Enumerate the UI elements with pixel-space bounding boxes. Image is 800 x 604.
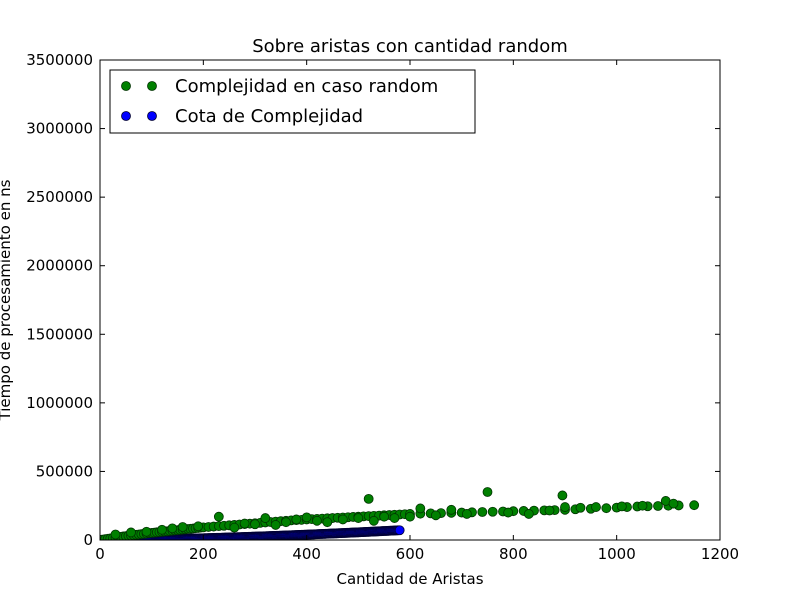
point-random bbox=[482, 487, 493, 497]
legend-marker-random-right bbox=[147, 81, 157, 91]
legend-marker-cota-left bbox=[121, 111, 131, 121]
point-random bbox=[477, 507, 488, 517]
y-axis-label: Tiempo de procesamiento en ns bbox=[0, 179, 14, 421]
x-tick-label: 1200 bbox=[701, 545, 739, 563]
point-random bbox=[250, 519, 260, 530]
point-random bbox=[461, 509, 472, 519]
point-random bbox=[301, 512, 312, 523]
x-tick-label: 400 bbox=[292, 545, 321, 563]
point-random bbox=[689, 500, 700, 511]
point-random bbox=[405, 511, 415, 522]
ticks-layer: 0 200 400 600 800 1000 1200 0 500000 1000000 15000… bbox=[26, 51, 739, 563]
y-tick-label: 3000000 bbox=[26, 120, 93, 138]
series-layer bbox=[100, 487, 700, 540]
point-random bbox=[281, 517, 291, 528]
point-random bbox=[229, 522, 240, 533]
point-random bbox=[337, 514, 348, 525]
point-random bbox=[167, 523, 178, 534]
point-random bbox=[637, 500, 648, 511]
point-random bbox=[503, 507, 514, 518]
x-tick-label: 800 bbox=[499, 545, 528, 563]
point-random bbox=[193, 521, 204, 532]
point-random bbox=[668, 498, 679, 509]
point-random bbox=[368, 515, 379, 526]
y-tick-label: 0 bbox=[83, 531, 93, 549]
point-random bbox=[213, 511, 224, 522]
point-random bbox=[560, 502, 570, 512]
point-cota bbox=[394, 525, 405, 536]
point-random bbox=[157, 524, 167, 535]
point-random bbox=[239, 518, 250, 529]
x-axis-label: Cantidad de Aristas bbox=[336, 570, 483, 588]
point-random bbox=[557, 490, 568, 501]
y-tick-label: 2000000 bbox=[26, 257, 93, 275]
y-tick-label: 2500000 bbox=[26, 188, 93, 206]
x-tick-label: 0 bbox=[95, 545, 105, 563]
point-random bbox=[260, 513, 271, 523]
x-tick-label: 1000 bbox=[598, 545, 636, 563]
point-random bbox=[446, 504, 457, 515]
point-random bbox=[363, 493, 374, 504]
point-random bbox=[312, 515, 322, 526]
y-tick-label: 3500000 bbox=[26, 51, 93, 69]
point-random bbox=[544, 505, 555, 516]
point-random bbox=[322, 517, 333, 528]
point-random bbox=[141, 526, 152, 537]
point-random bbox=[430, 510, 441, 521]
point-random bbox=[353, 513, 364, 523]
legend-box bbox=[109, 69, 476, 134]
legend-marker-random-left bbox=[121, 81, 131, 91]
point-random bbox=[487, 506, 498, 517]
point-random bbox=[291, 514, 302, 525]
point-random bbox=[389, 513, 400, 523]
chart-title: Sobre aristas con cantidad random bbox=[252, 36, 568, 57]
y-tick-label: 1500000 bbox=[26, 325, 93, 343]
y-tick-label: 500000 bbox=[36, 462, 93, 480]
x-tick-label: 200 bbox=[189, 545, 218, 563]
legend-label-random: Complejidad en caso random bbox=[175, 76, 438, 97]
point-random bbox=[270, 520, 281, 530]
point-random bbox=[379, 511, 390, 522]
legend-label-cota: Cota de Complejidad bbox=[175, 106, 363, 127]
series-random bbox=[100, 487, 700, 540]
y-tick-label: 1000000 bbox=[26, 394, 93, 412]
point-random bbox=[177, 522, 188, 532]
point-random bbox=[616, 501, 627, 512]
point-random bbox=[653, 501, 663, 511]
point-random bbox=[126, 527, 136, 538]
point-random bbox=[601, 503, 612, 514]
legend-marker-cota-right bbox=[147, 111, 157, 121]
legend: Complejidad en caso random Cota de Compl… bbox=[109, 69, 476, 134]
point-random bbox=[575, 502, 586, 513]
point-random bbox=[591, 502, 601, 512]
point-random bbox=[523, 509, 534, 519]
series-cota bbox=[100, 525, 405, 540]
point-random bbox=[110, 529, 121, 540]
x-tick-label: 600 bbox=[396, 545, 425, 563]
point-random bbox=[415, 503, 426, 514]
